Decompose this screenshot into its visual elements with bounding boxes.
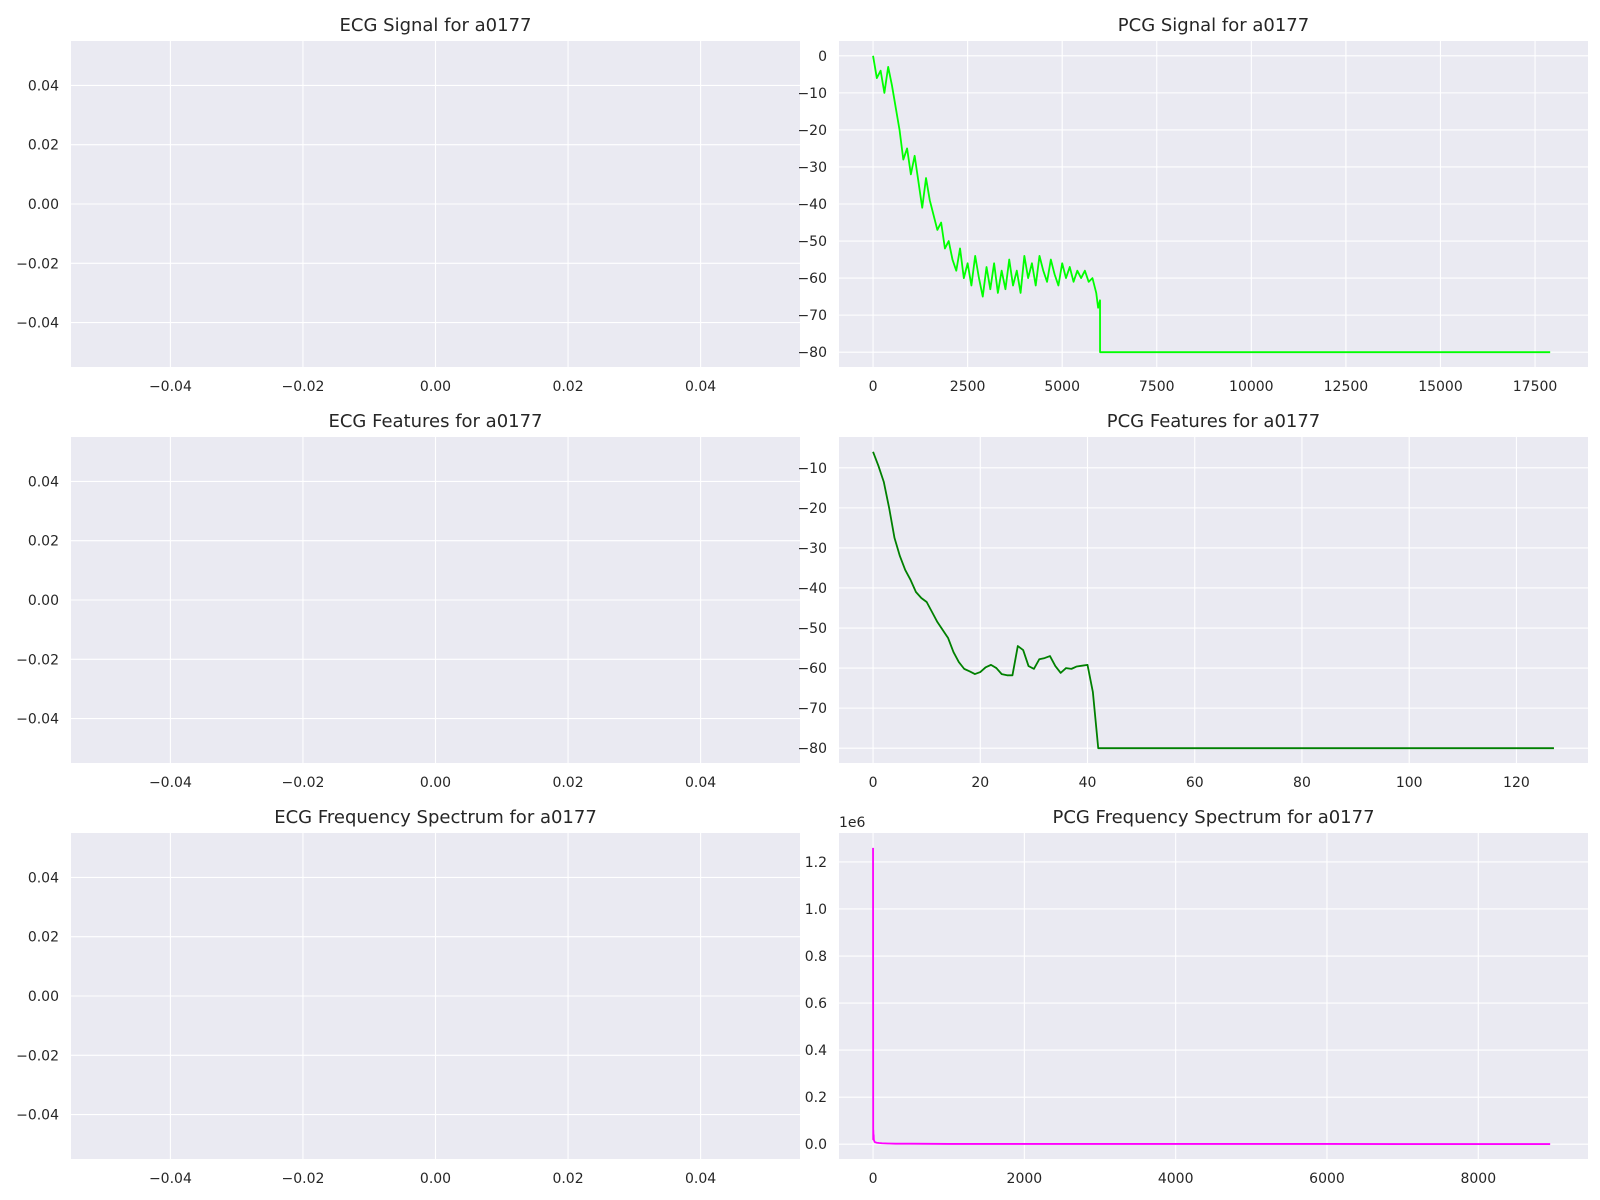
y-tick-label: 0.02: [28, 138, 59, 154]
chart-title: PCG Features for a0177: [1107, 411, 1321, 432]
x-tick-label: 0.04: [685, 379, 716, 395]
x-tick-label: −0.02: [282, 379, 325, 395]
x-tick-label: 0: [869, 775, 878, 791]
x-tick-label: 80: [1293, 775, 1311, 791]
x-tick-label: 100: [1396, 775, 1423, 791]
series-line-1: [872, 451, 1554, 750]
x-tick-label: 60: [1186, 775, 1204, 791]
x-tick-label: 12500: [1324, 379, 1369, 395]
x-tick-label: 0.04: [685, 775, 716, 791]
x-tick-label: 10000: [1229, 379, 1274, 395]
x-tick-label: −0.04: [149, 775, 192, 791]
y-tick-label: 1.0: [805, 902, 827, 918]
x-tick-label: 8000: [1460, 1171, 1496, 1187]
y-offset-label: 1e6: [839, 815, 866, 831]
plot-area: [839, 833, 1588, 1159]
y-tick-label: −30: [797, 541, 827, 557]
y-tick-label: −20: [797, 123, 827, 139]
x-tick-label: 120: [1503, 775, 1530, 791]
y-tick-label: −50: [797, 234, 827, 250]
x-tick-label: 0.00: [420, 379, 451, 395]
x-tick-label: −0.02: [282, 775, 325, 791]
x-tick-label: 4000: [1158, 1171, 1194, 1187]
y-tick-label: −30: [797, 160, 827, 176]
x-tick-label: −0.02: [282, 1171, 325, 1187]
y-tick-label: 0.2: [805, 1090, 827, 1106]
x-tick-label: 0: [869, 1171, 878, 1187]
x-tick-label: −0.04: [149, 379, 192, 395]
y-tick-label: −70: [797, 701, 827, 717]
y-tick-label: −0.04: [16, 1108, 59, 1124]
chart-title: PCG Signal for a0177: [1118, 15, 1309, 36]
x-tick-label: 0.02: [552, 1171, 583, 1187]
y-tick-label: 0: [818, 49, 827, 65]
subplot-4: 0 20 40 60 80 100 120 −10 −20 −30 −40 −50 −60 −70 −80 P…: [797, 411, 1588, 791]
x-tick-label: 20: [971, 775, 989, 791]
y-tick-label: 0.6: [805, 996, 827, 1012]
subplot-1: −0.04 −0.02 0.00 0.02 0.04 −0.04 −0.02 0.00 0.02…: [16, 15, 800, 395]
chart-title: ECG Features for a0177: [328, 411, 542, 432]
subplot-5: −0.04 −0.02 0.00 0.02 0.04 −0.04 −0.02 0.00 0.02…: [16, 807, 800, 1187]
y-tick-label: 0.0: [805, 1137, 827, 1153]
y-tick-label: 0.00: [28, 989, 59, 1005]
y-tick-label: −40: [797, 197, 827, 213]
chart-title: ECG Frequency Spectrum for a0177: [274, 807, 597, 828]
y-tick-label: −10: [797, 461, 827, 477]
y-tick-label: 0.04: [28, 870, 59, 886]
series-line-1: [872, 847, 1551, 1145]
x-tick-label: 0.00: [420, 775, 451, 791]
y-tick-label: −60: [797, 661, 827, 677]
y-tick-label: −10: [797, 86, 827, 102]
x-tick-label: 0.02: [552, 775, 583, 791]
y-tick-label: 0.00: [28, 593, 59, 609]
y-tick-label: 1.2: [805, 855, 827, 871]
y-tick-label: −60: [797, 271, 827, 287]
x-tick-label: 6000: [1309, 1171, 1345, 1187]
x-tick-label: 0.00: [420, 1171, 451, 1187]
x-tick-label: −0.04: [149, 1171, 192, 1187]
y-tick-label: 0.04: [28, 474, 59, 490]
x-tick-label: 2000: [1007, 1171, 1043, 1187]
y-tick-label: 0.02: [28, 534, 59, 550]
y-tick-label: −80: [797, 345, 827, 361]
subplot-6: 0 2000 4000 6000 8000 0.0 0.2 0.4 0.6 0.8 1.0 1.2 PC…: [805, 807, 1588, 1187]
y-tick-label: −40: [797, 581, 827, 597]
x-tick-label: 2500: [950, 379, 986, 395]
y-tick-label: −50: [797, 621, 827, 637]
y-tick-label: −0.04: [16, 712, 59, 728]
y-tick-label: −70: [797, 308, 827, 324]
x-tick-label: 5000: [1044, 379, 1080, 395]
x-tick-label: 0: [869, 379, 878, 395]
y-tick-label: −0.04: [16, 316, 59, 332]
y-tick-label: −80: [797, 741, 827, 757]
y-tick-label: 0.8: [805, 949, 827, 965]
y-tick-label: 0.4: [805, 1043, 827, 1059]
y-tick-label: −0.02: [16, 1048, 59, 1064]
x-tick-label: 7500: [1139, 379, 1175, 395]
chart-title: PCG Frequency Spectrum for a0177: [1052, 807, 1374, 828]
y-tick-label: −0.02: [16, 256, 59, 272]
x-tick-label: 0.02: [552, 379, 583, 395]
subplot-2: 0 2500 5000 7500 10000 12500 15000 17500 0 −10 −20…: [797, 15, 1588, 395]
series-line-1: [872, 55, 1551, 354]
y-tick-label: −0.02: [16, 652, 59, 668]
y-tick-label: 0.00: [28, 197, 59, 213]
x-tick-label: 17500: [1513, 379, 1558, 395]
x-tick-label: 15000: [1418, 379, 1463, 395]
y-tick-label: −20: [797, 501, 827, 517]
subplot-3: −0.04 −0.02 0.00 0.02 0.04 −0.04 −0.02 0.00 0.02…: [16, 411, 800, 791]
plot-area: [839, 437, 1588, 763]
x-tick-label: 0.04: [685, 1171, 716, 1187]
y-tick-label: 0.02: [28, 930, 59, 946]
y-tick-label: 0.04: [28, 78, 59, 94]
chart-title: ECG Signal for a0177: [340, 15, 532, 36]
x-tick-label: 40: [1079, 775, 1097, 791]
